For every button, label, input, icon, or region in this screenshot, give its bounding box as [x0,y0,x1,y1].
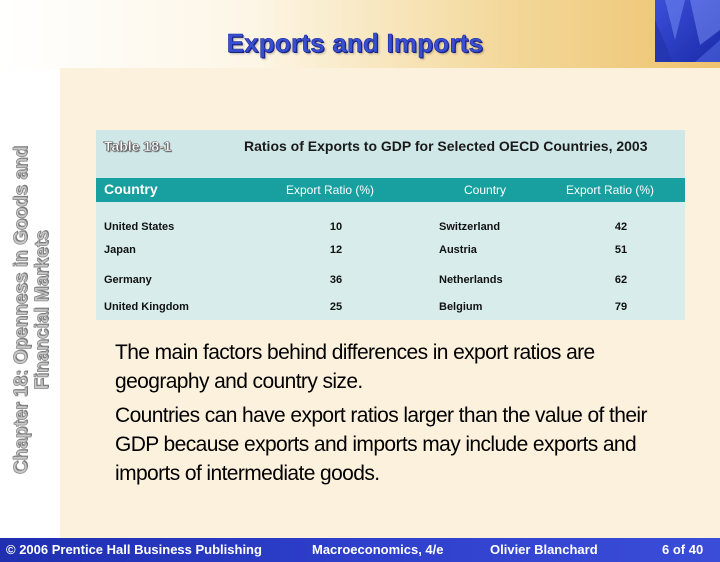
ratio-cell: 12 [329,244,343,256]
column-header-country-2: Country [464,183,507,197]
footer-bar: © 2006 Prentice Hall Business Publishing… [0,538,720,562]
table-header-row: Country Export Ratio (%) Country Export … [96,178,685,202]
ratio-cell: 62 [614,274,628,286]
top-band [0,0,720,70]
table-row: Japan 12 Austria 51 [96,241,685,261]
country-cell: Switzerland [439,221,501,233]
table-caption: Ratios of Exports to GDP for Selected OE… [244,138,648,154]
ratio-cell: 36 [329,274,343,286]
ratio-cell: 51 [614,244,628,256]
table-row: United Kingdom 25 Belgium 79 [96,298,685,318]
table-label: Table 18-1 [104,138,172,154]
column-header-country-1: Country [104,181,158,197]
side-title-line2: Financial Markets [32,230,54,390]
side-title-line1: Chapter 18: Openness in Goods and [11,145,33,475]
bullet-list: The main factors behind differences in e… [115,338,675,493]
ratio-cell: 42 [614,221,628,233]
footer-author: Olivier Blanchard [490,542,598,557]
footer-copyright: © 2006 Prentice Hall Business Publishing [6,542,262,557]
ratio-cell: 10 [329,221,343,233]
column-header-ratio-2: Export Ratio (%) [566,183,655,197]
table-row: Germany 36 Netherlands 62 [96,271,685,291]
footer-page-number: 6 of 40 [662,542,704,557]
export-ratio-table: Table 18-1 Ratios of Exports to GDP for … [96,130,685,320]
country-cell: Netherlands [439,274,503,286]
ratio-cell: 79 [614,301,628,313]
ratio-cell: 25 [329,301,343,313]
table-title-row: Table 18-1 Ratios of Exports to GDP for … [96,130,685,178]
country-cell: Belgium [439,301,483,313]
country-cell: Japan [104,244,136,256]
column-header-ratio-1: Export Ratio (%) [286,183,375,197]
country-cell: Germany [104,274,152,286]
bullet-text: Countries can have export ratios larger … [115,404,647,485]
footer-book: Macroeconomics, 4/e [312,542,444,557]
slide-title: Exports and Imports [226,28,484,59]
bullet-text: The main factors behind differences in e… [115,341,595,393]
table-row: United States 10 Switzerland 42 [96,218,685,238]
corner-decoration [655,0,720,62]
country-cell: United Kingdom [104,301,189,313]
country-cell: United States [104,221,175,233]
country-cell: Austria [439,244,477,256]
side-title: Chapter 18: Openness in Goods and Financ… [2,100,62,520]
